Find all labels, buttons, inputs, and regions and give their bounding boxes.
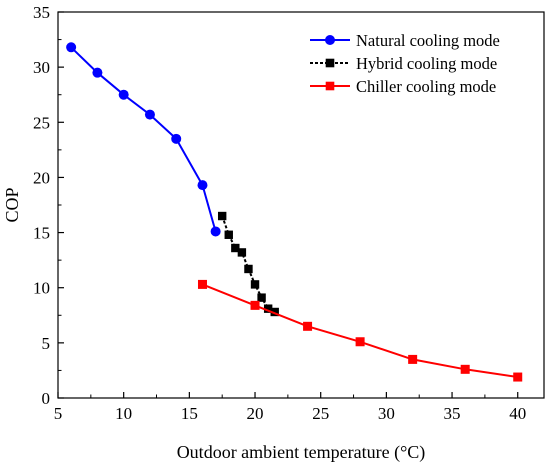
- y-axis-title: COP: [2, 187, 22, 222]
- data-point: [237, 248, 247, 257]
- data-point: [263, 304, 273, 313]
- y-tick-label: 15: [33, 224, 50, 243]
- y-tick-label: 10: [33, 279, 50, 298]
- data-point: [197, 180, 208, 191]
- data-point: [257, 293, 266, 302]
- data-point: [118, 89, 129, 100]
- series-line: [221, 215, 276, 313]
- data-point: [231, 243, 240, 253]
- legend-entry: Chiller cooling mode: [310, 77, 496, 96]
- legend-label: Hybrid cooling mode: [356, 54, 497, 73]
- x-tick-label: 30: [378, 404, 395, 423]
- data-point: [144, 109, 155, 120]
- x-tick-label: 25: [312, 404, 329, 423]
- y-tick-label: 0: [42, 389, 51, 408]
- y-tick-label: 25: [33, 113, 50, 132]
- x-axis-title: Outdoor ambient temperature (°C): [177, 442, 426, 463]
- legend-entry: Hybrid cooling mode: [310, 54, 497, 73]
- data-point: [217, 211, 227, 221]
- series-hybrid-cooling-mode: [217, 211, 279, 317]
- legend-marker: [325, 35, 335, 45]
- data-point: [355, 337, 365, 347]
- legend: Natural cooling mode Hybrid cooling mode C…: [310, 31, 500, 96]
- data-point: [408, 354, 418, 364]
- data-point: [513, 372, 523, 382]
- data-point: [66, 42, 77, 53]
- legend-label: Natural cooling mode: [356, 31, 500, 50]
- series-natural-cooling-mode: [66, 42, 221, 237]
- y-tick-label: 30: [33, 58, 50, 77]
- data-point: [224, 230, 233, 239]
- x-tick-label: 40: [509, 404, 526, 423]
- legend-marker: [325, 81, 335, 91]
- data-point: [244, 264, 253, 274]
- legend-label: Chiller cooling mode: [356, 77, 496, 96]
- y-tick-label: 35: [33, 3, 50, 22]
- series-layer: [66, 42, 523, 382]
- legend-marker: [325, 58, 335, 68]
- x-tick-label: 20: [247, 404, 264, 423]
- x-tick-label: 35: [444, 404, 461, 423]
- data-point: [92, 67, 103, 78]
- y-tick-label: 20: [33, 168, 50, 187]
- data-point: [270, 307, 279, 317]
- data-point: [303, 321, 313, 331]
- data-point: [171, 133, 182, 144]
- data-point: [460, 364, 470, 374]
- data-point: [197, 279, 207, 289]
- x-tick-label: 5: [54, 404, 63, 423]
- series-line: [202, 283, 518, 378]
- series-line: [70, 46, 217, 232]
- series-chiller-cooling-mode: [197, 279, 523, 382]
- data-point: [250, 280, 260, 289]
- data-point: [210, 226, 221, 237]
- data-point: [250, 300, 260, 310]
- x-tick-label: 15: [181, 404, 198, 423]
- legend-entry: Natural cooling mode: [310, 31, 500, 50]
- x-tick-label: 10: [115, 404, 132, 423]
- y-tick-label: 5: [42, 334, 51, 353]
